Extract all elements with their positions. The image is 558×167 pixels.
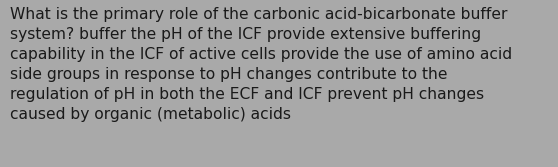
Text: What is the primary role of the carbonic acid-bicarbonate buffer
system? buffer : What is the primary role of the carbonic…	[10, 7, 512, 122]
